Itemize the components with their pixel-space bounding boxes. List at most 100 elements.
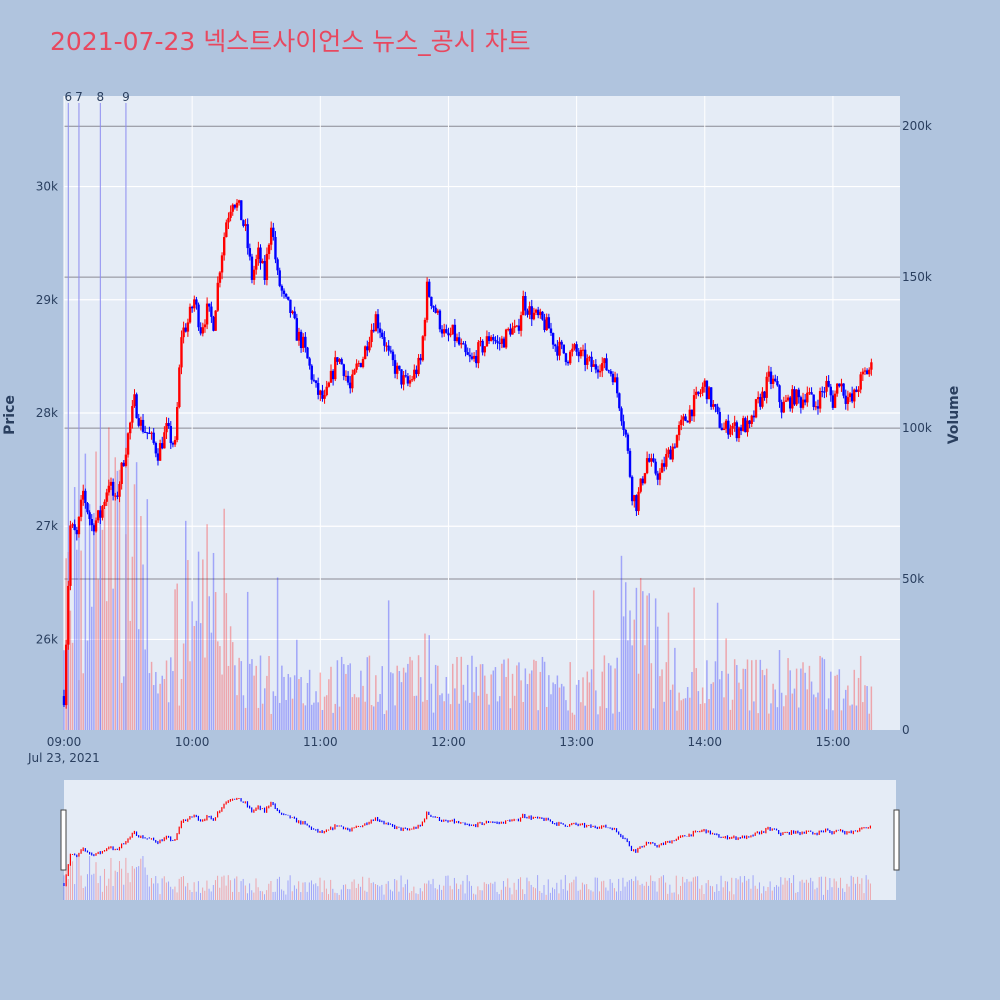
candle-body bbox=[470, 356, 474, 359]
candle-body bbox=[269, 227, 273, 245]
volume-bar bbox=[155, 672, 157, 730]
volume-bar bbox=[806, 689, 809, 730]
mini-volume-bar bbox=[475, 894, 477, 900]
mini-volume-bar bbox=[97, 883, 99, 900]
mini-volume-bar bbox=[786, 880, 788, 900]
y-tick-label: 28k bbox=[36, 406, 58, 420]
mini-volume-bar bbox=[157, 883, 159, 900]
volume-bar bbox=[340, 656, 343, 730]
mini-volume-bar bbox=[694, 876, 696, 900]
volume-bar bbox=[477, 695, 480, 730]
candle-body bbox=[684, 416, 687, 421]
candle-body bbox=[141, 419, 145, 432]
candle-body bbox=[776, 381, 779, 386]
volume-bar bbox=[404, 672, 407, 730]
mini-volume-bar bbox=[136, 867, 138, 900]
range-slider-background[interactable] bbox=[64, 780, 896, 900]
candle-body bbox=[705, 380, 709, 400]
volume-bar bbox=[227, 665, 230, 730]
candle-body bbox=[133, 394, 136, 407]
candle-body bbox=[250, 256, 254, 280]
candle-body bbox=[220, 255, 224, 273]
candle-body bbox=[231, 204, 234, 212]
candle-body bbox=[656, 473, 659, 480]
mini-volume-bar bbox=[675, 875, 677, 900]
candle-body bbox=[257, 247, 260, 260]
mini-volume-bar bbox=[441, 889, 443, 900]
candle-body bbox=[396, 365, 399, 374]
candle-body bbox=[235, 202, 239, 208]
mini-volume-bar bbox=[131, 866, 133, 900]
mini-volume-bar bbox=[138, 866, 140, 900]
mini-volume-bar bbox=[545, 894, 547, 900]
volume-bar bbox=[541, 656, 544, 730]
volume-bar bbox=[842, 698, 845, 730]
candle-body bbox=[667, 449, 670, 454]
range-slider-left-handle[interactable] bbox=[60, 809, 67, 871]
candle-body bbox=[803, 399, 807, 403]
mini-volume-bar bbox=[396, 880, 398, 900]
mini-volume-bar bbox=[84, 886, 86, 900]
volume-bar bbox=[550, 694, 552, 730]
candle-body bbox=[79, 499, 83, 517]
mini-volume-bar bbox=[89, 856, 91, 900]
volume-bar bbox=[819, 655, 821, 730]
y2-tick-label: 150k bbox=[902, 270, 932, 284]
mini-volume-bar bbox=[577, 890, 579, 900]
mini-volume-bar bbox=[637, 880, 639, 900]
candle-body bbox=[697, 391, 700, 394]
volume-bar bbox=[229, 626, 232, 730]
mini-volume-bar bbox=[556, 882, 558, 900]
mini-volume-bar bbox=[782, 884, 784, 900]
candle-body bbox=[165, 423, 168, 433]
mini-volume-bar bbox=[317, 886, 319, 900]
volume-bar bbox=[554, 684, 557, 730]
mini-volume-bar bbox=[281, 889, 283, 900]
candle-body bbox=[327, 382, 331, 387]
candle-body bbox=[423, 319, 427, 337]
mini-volume-bar bbox=[479, 890, 481, 900]
volume-bar bbox=[336, 660, 339, 730]
mini-volume-bar bbox=[648, 885, 650, 900]
candle-body bbox=[447, 332, 450, 336]
candle-body bbox=[780, 402, 783, 413]
mini-volume-bar bbox=[381, 884, 383, 900]
candle-body bbox=[438, 310, 442, 330]
volume-bar bbox=[430, 683, 433, 730]
volume-bar bbox=[204, 657, 206, 730]
candle-body bbox=[603, 358, 606, 364]
candle-body bbox=[421, 336, 425, 361]
mini-volume-bar bbox=[362, 876, 364, 900]
volume-bar bbox=[648, 593, 650, 730]
mini-volume-bar bbox=[370, 883, 372, 900]
volume-bar bbox=[744, 668, 747, 730]
mini-volume-bar bbox=[347, 888, 349, 900]
volume-bar bbox=[644, 645, 646, 730]
candle-body bbox=[419, 357, 422, 361]
range-slider-right-handle[interactable] bbox=[893, 809, 900, 871]
candle-body bbox=[701, 386, 704, 393]
volume-bar bbox=[537, 710, 539, 730]
candle-body bbox=[88, 512, 91, 520]
volume-bar bbox=[133, 484, 136, 730]
mini-volume-bar bbox=[863, 893, 865, 900]
mini-volume-bar bbox=[342, 884, 344, 900]
volume-bar bbox=[368, 655, 371, 730]
x-tick-label: 10:00 bbox=[175, 735, 210, 749]
candle-body bbox=[457, 337, 461, 345]
mini-volume-bar bbox=[598, 891, 600, 900]
candle-body bbox=[707, 387, 711, 400]
volume-bar bbox=[650, 663, 653, 730]
mini-volume-bar bbox=[353, 879, 355, 900]
volume-bar bbox=[657, 626, 659, 730]
volume-bar bbox=[642, 591, 644, 730]
volume-bar bbox=[152, 685, 155, 730]
candle-body bbox=[167, 423, 170, 426]
candle-body bbox=[252, 269, 256, 280]
volume-bar bbox=[184, 520, 187, 730]
volume-bar bbox=[253, 675, 255, 730]
volume-bar bbox=[827, 698, 830, 730]
candle-body bbox=[733, 422, 736, 426]
candle-body bbox=[353, 369, 356, 375]
volume-bar bbox=[95, 451, 97, 730]
